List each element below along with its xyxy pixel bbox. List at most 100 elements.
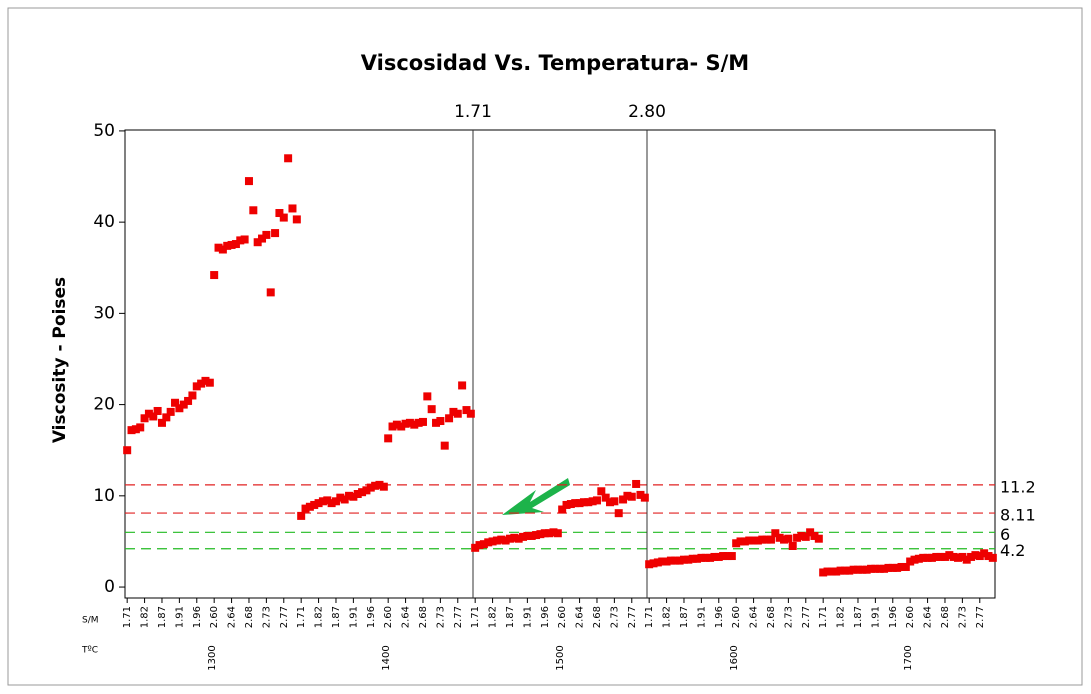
point [536, 530, 545, 539]
point [649, 559, 658, 568]
point [984, 552, 993, 561]
point [927, 553, 936, 562]
point [771, 529, 780, 538]
x-tick-label: 1.91 [522, 606, 533, 628]
point [932, 552, 941, 561]
point [218, 245, 227, 254]
x-tick-label: 1.71 [470, 606, 481, 628]
point [619, 495, 628, 504]
point [775, 533, 784, 542]
point [501, 536, 510, 545]
point [740, 537, 749, 546]
point [558, 505, 567, 514]
point [949, 552, 958, 561]
point [732, 539, 741, 548]
point [632, 479, 641, 488]
point [601, 493, 610, 502]
point [592, 496, 601, 505]
x-tick-label: 1.91 [174, 606, 185, 628]
point [910, 555, 919, 564]
point [832, 567, 841, 576]
point [279, 213, 288, 222]
group-label: 1700 [903, 645, 914, 670]
x-tick-label: 1.87 [505, 606, 516, 628]
point [666, 556, 675, 565]
point [880, 564, 889, 573]
point [549, 528, 558, 537]
point [405, 418, 414, 427]
point [871, 564, 880, 573]
reference-label: 1.71 [454, 102, 492, 122]
point [645, 560, 654, 569]
point [418, 417, 427, 426]
point [588, 497, 597, 506]
x-tick-label: 2.64 [923, 606, 934, 628]
point [510, 533, 519, 542]
point [962, 555, 971, 564]
point [923, 553, 932, 562]
y-tick-label: 10 [93, 486, 115, 506]
point [523, 531, 532, 540]
point [253, 238, 262, 247]
point [358, 488, 367, 497]
point [745, 536, 754, 545]
point [527, 531, 536, 540]
point [131, 425, 140, 434]
y-tick-label: 0 [104, 577, 115, 597]
point [845, 566, 854, 575]
point [262, 230, 271, 239]
point [514, 534, 523, 543]
point [379, 482, 388, 491]
point [336, 493, 345, 502]
point [353, 490, 362, 498]
point [988, 553, 997, 562]
point [801, 532, 810, 541]
point [244, 177, 253, 186]
x-tick-label: 2.64 [227, 606, 238, 628]
y-tick-label: 50 [93, 121, 115, 141]
point [210, 271, 219, 280]
point [623, 491, 632, 500]
group-label: 1600 [729, 645, 740, 670]
point [940, 552, 949, 561]
x-tick-label: 1.82 [314, 606, 325, 628]
point [597, 487, 606, 496]
point [349, 492, 358, 501]
point [784, 534, 793, 543]
point [875, 564, 884, 573]
point [488, 537, 497, 546]
point [697, 553, 706, 562]
point [397, 422, 406, 431]
point [323, 496, 332, 505]
row-label: S/M [82, 616, 99, 626]
point [236, 236, 245, 245]
point [475, 541, 484, 550]
point [806, 528, 815, 537]
point [310, 500, 319, 509]
point [836, 566, 845, 575]
point [197, 379, 206, 388]
point [301, 504, 310, 513]
point [401, 419, 410, 428]
point [919, 553, 928, 562]
point [954, 553, 963, 562]
point [445, 414, 454, 423]
reference-label: 6 [1000, 525, 1010, 544]
point [153, 406, 162, 415]
point [231, 240, 240, 249]
point [858, 565, 867, 574]
x-tick-label: 2.64 [401, 606, 412, 628]
point [471, 543, 480, 552]
point [192, 382, 201, 391]
point [171, 398, 180, 407]
point [545, 529, 554, 538]
point [684, 555, 693, 564]
point [714, 552, 723, 561]
point [458, 381, 467, 390]
point [575, 499, 584, 508]
x-tick-label: 2.60 [557, 606, 568, 628]
x-tick-label: 2.77 [975, 606, 986, 628]
point [327, 499, 336, 508]
point [466, 409, 475, 418]
